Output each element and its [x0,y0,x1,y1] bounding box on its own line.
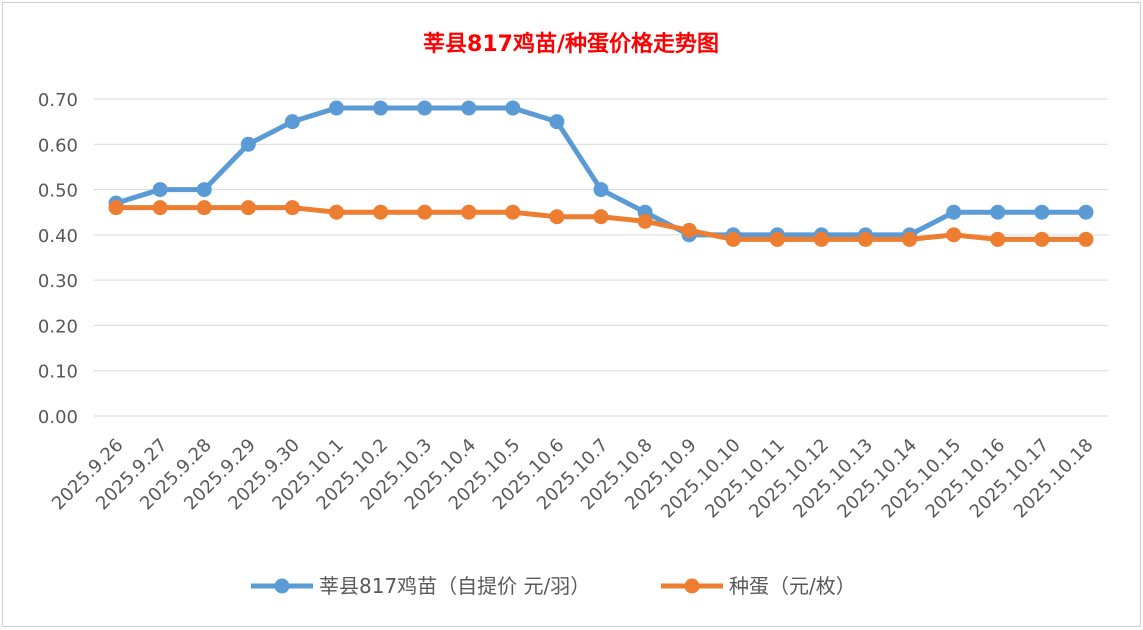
y-tick-label: 0.40 [38,226,78,247]
data-point [373,100,389,116]
chart-title: 莘县817鸡苗/种蛋价格走势图 [423,31,719,57]
data-point [813,231,829,247]
legend: 莘县817鸡苗（自提价 元/羽） 种蛋（元/枚） [251,574,856,598]
legend-label: 莘县817鸡苗（自提价 元/羽） [319,574,590,598]
data-point [505,100,521,116]
data-point [902,231,918,247]
data-point [417,100,433,116]
data-point [681,222,697,238]
data-point [373,204,389,220]
data-point [858,231,874,247]
data-point [417,204,433,220]
y-tick-label: 0.70 [38,90,78,111]
legend-marker [684,578,700,594]
data-point [328,100,344,116]
data-point [725,231,741,247]
data-point [593,182,609,198]
data-point [1034,231,1050,247]
data-point [637,213,653,229]
legend-marker [274,578,290,594]
data-point [284,200,300,216]
legend-label: 种蛋（元/枚） [729,574,856,598]
y-tick-label: 0.00 [38,407,78,428]
data-point [593,209,609,225]
y-tick-label: 0.50 [38,181,78,202]
data-point [946,227,962,243]
data-point [549,114,565,130]
data-point [284,114,300,130]
data-point [946,204,962,220]
data-point [152,182,168,198]
data-point [990,204,1006,220]
data-point [990,231,1006,247]
line-chart: 莘县817鸡苗/种蛋价格走势图 0.00 0.10 0.20 0.30 0.40 0.50… [38,31,1108,598]
y-tick-label: 0.60 [38,135,78,156]
data-point [769,231,785,247]
y-tick-label: 0.10 [38,362,78,383]
data-point [461,204,477,220]
data-point [240,200,256,216]
data-point [152,200,168,216]
data-point [108,200,124,216]
data-point [240,136,256,152]
data-point [549,209,565,225]
data-point [196,200,212,216]
data-point [1078,231,1094,247]
data-point [196,182,212,198]
y-tick-label: 0.20 [38,316,78,337]
data-point [461,100,477,116]
data-point [328,204,344,220]
data-point [505,204,521,220]
y-tick-label: 0.30 [38,271,78,292]
data-point [1034,204,1050,220]
data-point [1078,204,1094,220]
